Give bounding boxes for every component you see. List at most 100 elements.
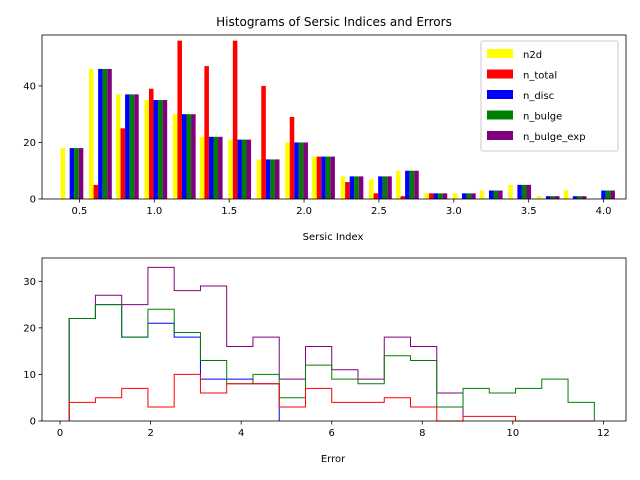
bar-n_bulge_exp xyxy=(162,100,168,199)
bar-n2d xyxy=(115,94,121,199)
bar-n_disc xyxy=(69,148,75,199)
bar-n_disc xyxy=(294,142,299,199)
bar-n_disc xyxy=(462,193,467,199)
bar-n_bulge_exp xyxy=(191,114,196,199)
x-tick-label: 3.0 xyxy=(446,206,462,217)
bar-n_bulge_exp xyxy=(303,142,308,199)
plot-frame xyxy=(41,34,627,200)
bar-n2d xyxy=(228,139,233,199)
bar-n_bulge xyxy=(270,159,275,199)
bar-n_bulge_exp xyxy=(581,196,587,199)
bar-n_bulge_exp xyxy=(610,190,615,199)
bar-n_bulge xyxy=(213,136,219,199)
bar-n_bulge xyxy=(438,193,443,199)
bar-n_bulge xyxy=(186,114,192,199)
y-tick-label: 0 xyxy=(30,195,36,206)
bar-n_total xyxy=(261,85,266,199)
error-histogram-plot: 0 2 4 6 8 10 12 0 10 20 30 xyxy=(23,257,627,439)
bar-n_bulge xyxy=(325,156,331,199)
x-tick-label: 4 xyxy=(238,428,244,439)
y-tick-label: 20 xyxy=(23,138,36,149)
legend-swatch-n_total xyxy=(487,69,513,79)
x-tick-label: 10 xyxy=(506,428,519,439)
bar-n_disc xyxy=(98,68,103,200)
bar-n_disc xyxy=(237,139,242,199)
bar-n_bulge_exp xyxy=(554,196,560,199)
bar-n_disc xyxy=(181,114,187,199)
bar-n_disc xyxy=(349,176,355,199)
bar-n_disc xyxy=(405,170,410,199)
bar-n_bulge xyxy=(158,100,163,199)
x-tick-label: 2.5 xyxy=(371,206,387,217)
bar-n2d xyxy=(395,170,401,199)
y-tick-label: 20 xyxy=(23,323,36,334)
x-tick-label: 0 xyxy=(57,428,63,439)
bar-n2d xyxy=(312,156,317,199)
bar-n_bulge_exp xyxy=(471,193,476,199)
bar-n_total xyxy=(345,182,350,199)
y-tick-label: 30 xyxy=(23,277,36,288)
bar-n_total xyxy=(373,193,379,199)
bar-n_disc xyxy=(321,156,326,199)
step-series-3 xyxy=(68,373,595,422)
bar-n_bulge xyxy=(493,190,499,199)
bar-n_bulge xyxy=(577,196,582,199)
bar-n_disc xyxy=(433,193,439,199)
legend-label-n_bulge: n_bulge xyxy=(523,112,562,123)
x-axis-label-sersic: Sersic Index xyxy=(303,232,364,243)
bar-n_total xyxy=(204,66,209,199)
bar-n_bulge_exp xyxy=(526,184,532,199)
step-series-2 xyxy=(68,304,595,421)
bar-n2d xyxy=(256,159,262,199)
bar-n_bulge xyxy=(354,176,359,199)
bar-n_disc xyxy=(517,184,522,199)
legend: n2d n_total n_disc n_bulge n_bulge_exp xyxy=(480,40,619,152)
bar-n_total xyxy=(232,40,238,199)
legend-swatch-n2d xyxy=(487,49,513,58)
x-axis-label-error: Error xyxy=(321,454,346,465)
bar-n2d xyxy=(340,176,346,199)
bar-n2d xyxy=(60,148,66,199)
bar-n_bulge xyxy=(74,148,79,199)
bar-n_total xyxy=(177,40,182,199)
bar-n_disc xyxy=(572,196,578,199)
bar-n_bulge xyxy=(241,139,247,199)
bar-n_total xyxy=(400,196,406,199)
x-tick-label: 1.5 xyxy=(221,206,237,217)
x-tick-label: 1.0 xyxy=(146,206,162,217)
bar-n_total xyxy=(428,193,434,199)
bar-n_bulge xyxy=(298,142,304,199)
bar-n_bulge_exp xyxy=(442,193,448,199)
bar-n_total xyxy=(93,184,99,199)
bar-n2d xyxy=(508,184,513,199)
bar-n_disc xyxy=(208,136,214,199)
bar-n2d xyxy=(144,100,149,199)
bar-n_bulge xyxy=(466,193,472,199)
bar-n_disc xyxy=(265,159,271,199)
x-tick-label: 3.5 xyxy=(521,206,537,217)
bar-n_bulge xyxy=(129,94,135,199)
bar-n_bulge_exp xyxy=(498,190,503,199)
step-series-1 xyxy=(68,266,464,421)
bar-n2d xyxy=(199,136,205,199)
y-tick-label: 0 xyxy=(30,417,36,428)
bar-n_bulge_exp xyxy=(134,94,139,199)
legend-label-n_total: n_total xyxy=(523,71,557,82)
bar-n_bulge xyxy=(605,190,611,199)
bar-n_disc xyxy=(378,176,383,199)
legend-label-n_bulge_exp: n_bulge_exp xyxy=(523,132,586,143)
x-tick-label: 4.0 xyxy=(596,206,612,217)
bar-n_bulge_exp xyxy=(414,170,419,199)
bar-n_bulge xyxy=(409,170,415,199)
bar-n_bulge_exp xyxy=(358,176,364,199)
legend-swatch-n_bulge_exp xyxy=(487,131,513,140)
bar-n_bulge_exp xyxy=(107,68,112,200)
bar-n_bulge_exp xyxy=(387,176,392,199)
plot-frame xyxy=(41,257,627,422)
bar-n_total xyxy=(289,117,295,199)
x-tick-label: 8 xyxy=(419,428,425,439)
x-tick-label: 2.0 xyxy=(296,206,312,217)
x-tick-label: 12 xyxy=(597,428,610,439)
chart-title: Histograms of Sersic Indices and Errors xyxy=(216,15,452,29)
